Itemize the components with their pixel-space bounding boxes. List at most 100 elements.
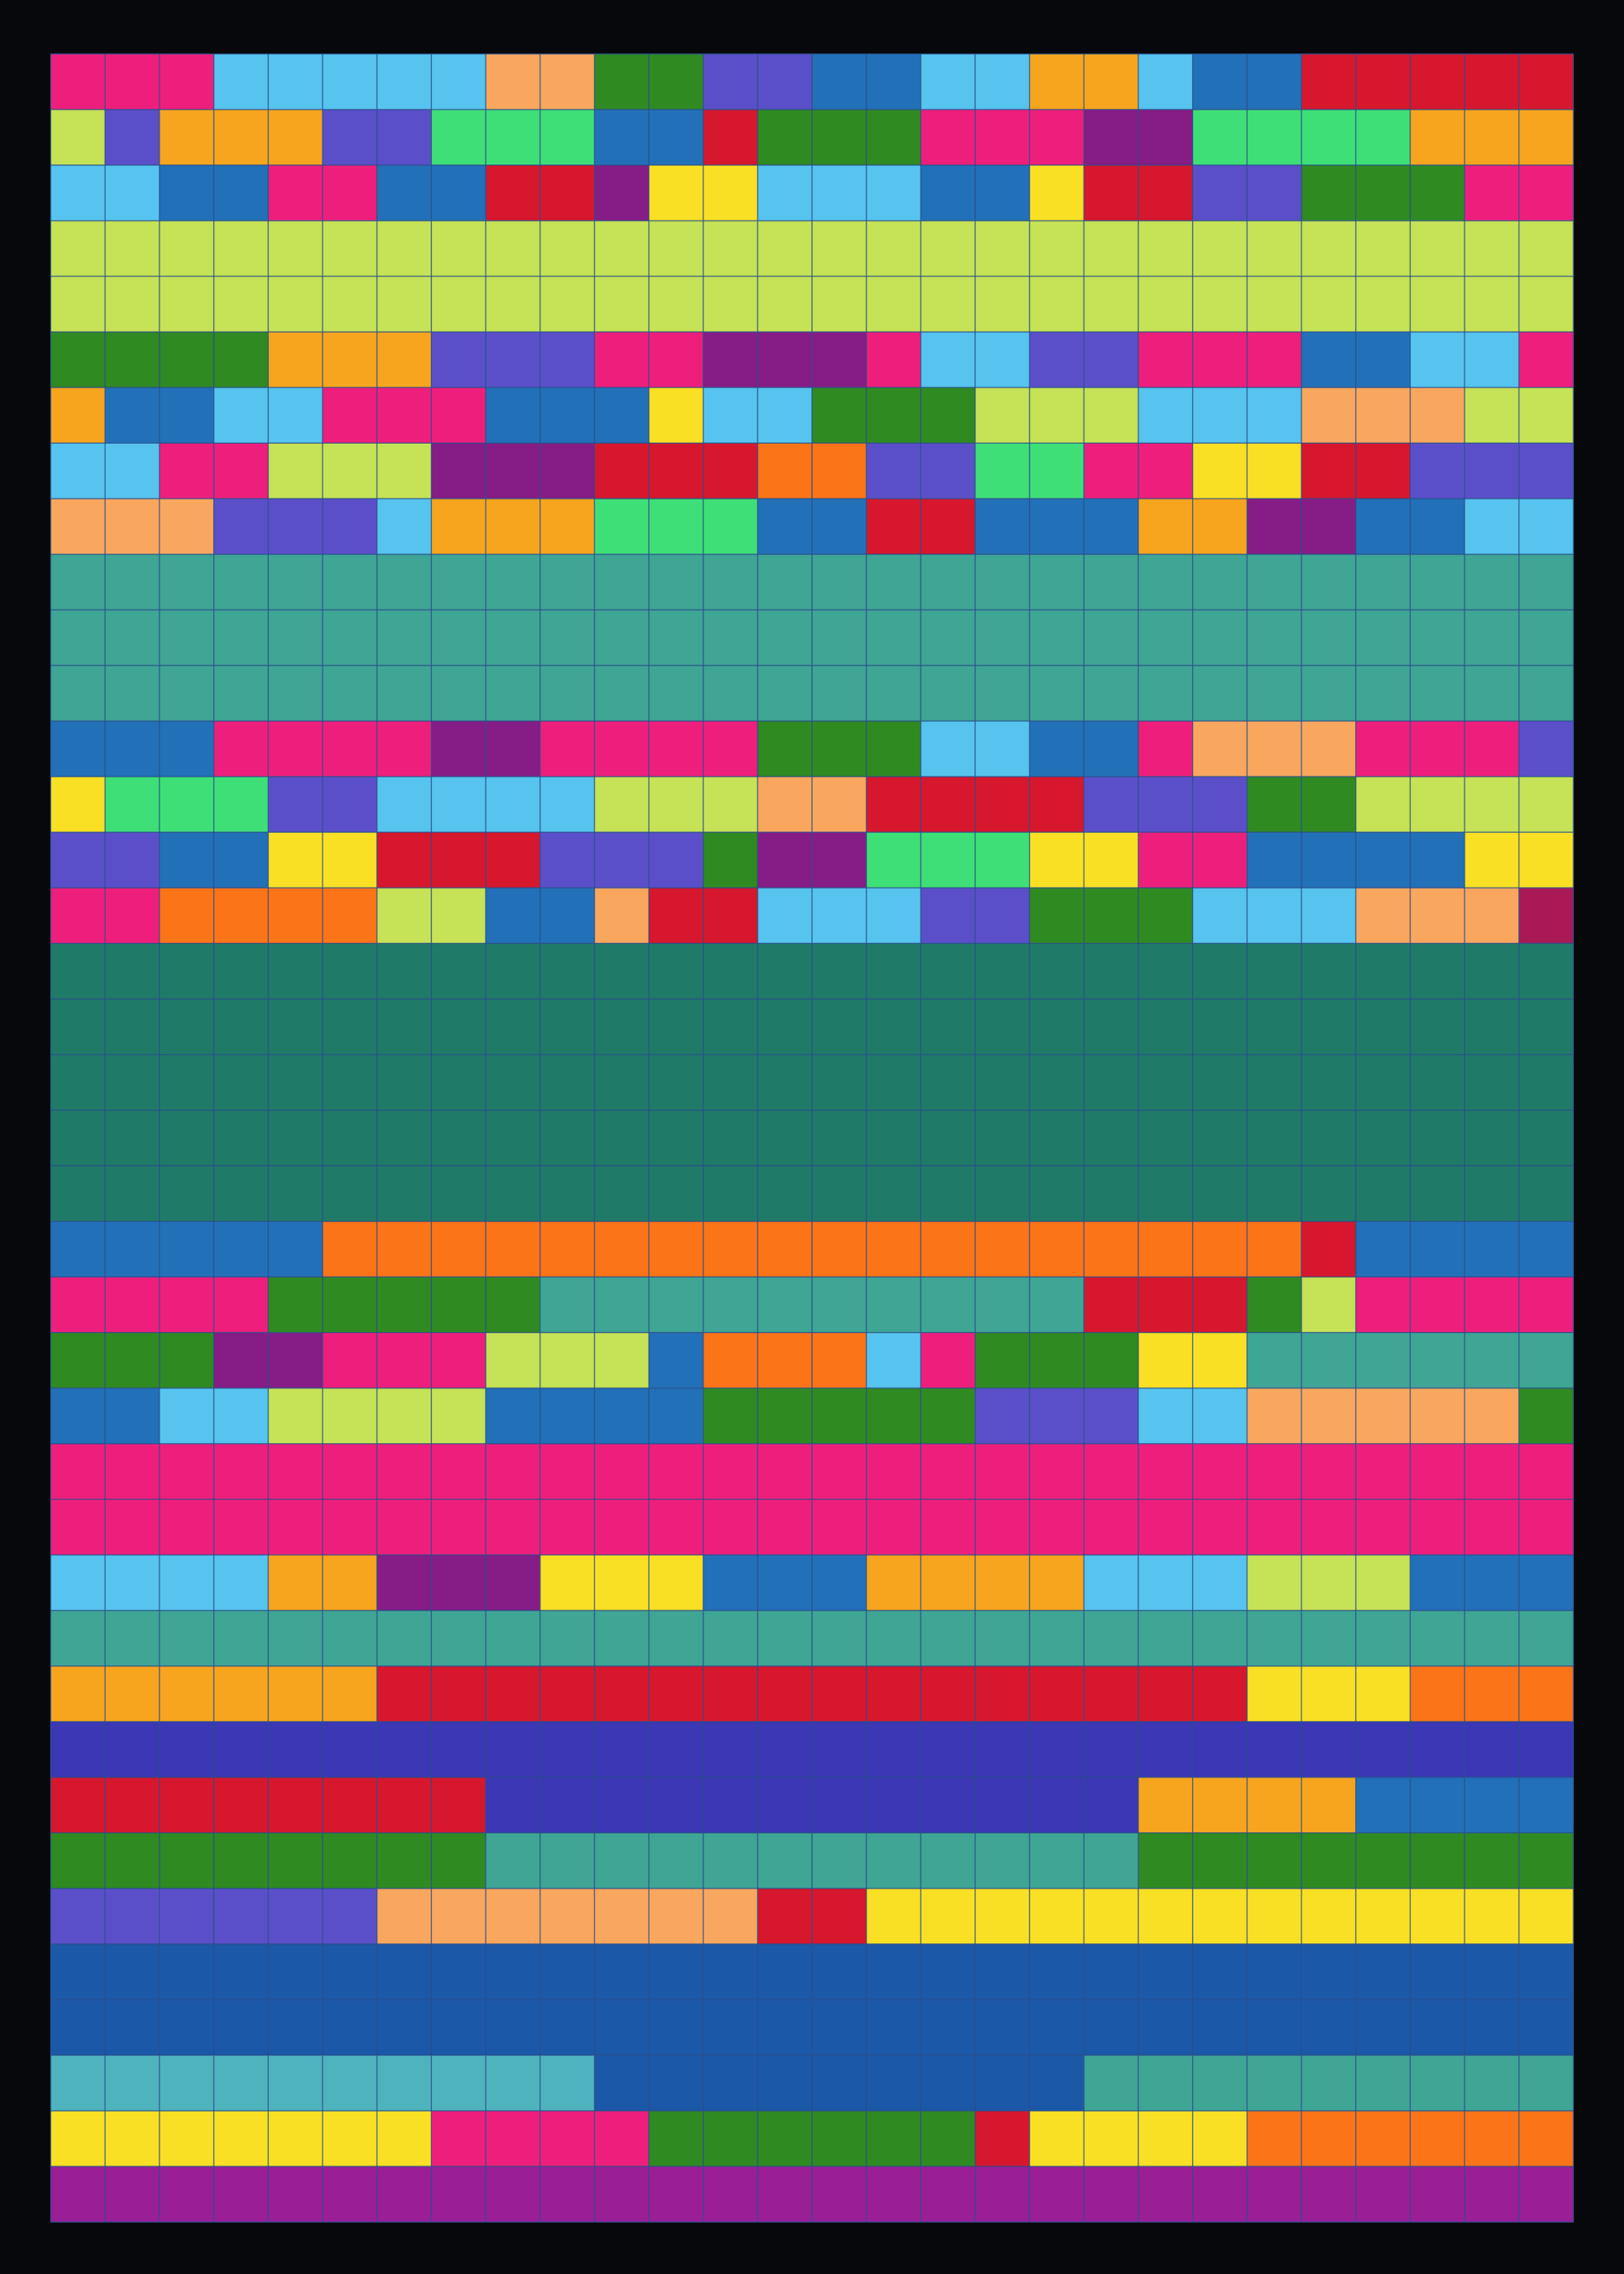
color-cell [648,943,704,1000]
color-cell [1193,498,1248,555]
color-cell [757,2055,813,2112]
color-cell [1193,888,1248,944]
color-cell [1519,2055,1574,2112]
color-cell [1519,1388,1574,1444]
color-cell [594,1054,650,1111]
color-cell [431,1221,487,1277]
color-cell [1410,109,1465,166]
color-cell [322,721,377,777]
color-cell [920,276,976,333]
color-cell [757,109,813,166]
color-cell [920,776,976,833]
color-cell [105,1999,160,2056]
color-cell [1193,1944,1248,2000]
color-cell [51,665,106,722]
color-cell [214,1499,269,1555]
color-cell [1519,943,1574,1000]
color-cell [920,1888,976,1945]
color-cell [268,1555,324,1611]
color-cell [594,1332,650,1389]
color-cell [1410,1054,1465,1111]
color-cell [1193,1666,1248,1722]
color-cell [540,1777,595,1833]
color-cell [648,999,704,1055]
color-cell [975,1110,1030,1166]
color-cell [812,1555,867,1611]
color-cell [812,2110,867,2167]
color-cell [1247,1166,1302,1222]
color-cell [1029,776,1085,833]
color-cell [594,1388,650,1444]
color-cell [757,776,813,833]
color-cell [51,276,106,333]
color-cell [1356,2055,1411,2112]
color-cell [322,609,377,666]
color-cell [920,1833,976,1889]
color-cell [431,1999,487,2056]
color-cell [1356,1999,1411,2056]
color-cell [1138,1444,1193,1500]
color-cell [322,832,377,888]
color-cell [594,1221,650,1277]
color-cell [1356,554,1411,611]
color-cell [757,888,813,944]
color-cell [1193,721,1248,777]
color-cell [1247,1277,1302,1333]
color-cell [214,832,269,888]
color-cell [1410,1777,1465,1833]
color-cell [431,1166,487,1222]
color-cell [1356,776,1411,833]
color-cell [1464,1388,1519,1444]
color-cell [1193,1555,1248,1611]
color-cell [51,1721,106,1778]
color-cell [1410,832,1465,888]
color-cell [1519,1332,1574,1389]
color-cell [1410,331,1465,388]
color-cell [866,554,921,611]
color-cell [975,776,1030,833]
color-cell [540,1721,595,1778]
color-cell [540,1666,595,1722]
color-cell [159,1054,214,1111]
color-cell [322,1944,377,2000]
color-cell [920,1555,976,1611]
color-cell [1410,1221,1465,1277]
color-cell [1356,1555,1411,1611]
color-cell [105,1833,160,1889]
color-cell [866,1166,921,1222]
color-cell [51,1999,106,2056]
color-cell [1410,1499,1465,1555]
color-cell [812,387,867,444]
color-cell [1301,1555,1356,1611]
color-cell [540,943,595,1000]
color-cell [1464,665,1519,722]
color-cell [866,1277,921,1333]
color-cell [51,220,106,277]
color-cell [159,1721,214,1778]
color-cell [1464,1444,1519,1500]
color-cell [920,1944,976,2000]
color-cell [812,999,867,1055]
color-cell [268,1944,324,2000]
color-cell [1029,109,1085,166]
color-cell [485,276,540,333]
color-cell [268,1499,324,1555]
color-cell [214,1110,269,1166]
color-cell [648,1388,704,1444]
color-cell [1084,999,1139,1055]
color-cell [1138,554,1193,611]
color-cell [431,609,487,666]
color-cell [1084,54,1139,110]
color-cell [975,888,1030,944]
color-cell [1193,1388,1248,1444]
color-cell [975,1277,1030,1333]
color-cell [159,1777,214,1833]
color-cell [1193,1054,1248,1111]
color-cell [159,554,214,611]
color-cell [105,276,160,333]
color-cell [648,609,704,666]
color-cell [1138,1721,1193,1778]
color-cell [1138,1999,1193,2056]
color-cell [322,1666,377,1722]
color-cell [1301,1666,1356,1722]
